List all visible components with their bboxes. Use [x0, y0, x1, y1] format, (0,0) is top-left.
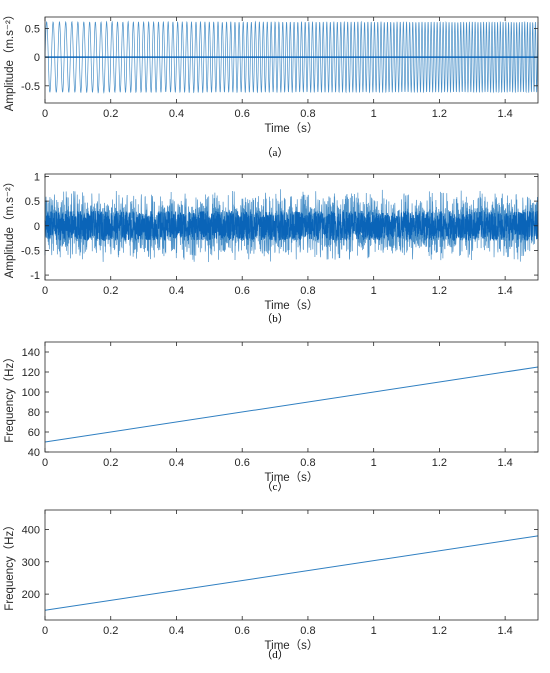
x-tick-label: 1.4 [497, 625, 512, 637]
x-tick-label: 0.4 [169, 285, 184, 297]
series-line-3-0 [44, 535, 539, 611]
y-tick-label: 0.5 [25, 23, 40, 35]
x-tick-label: 1.4 [497, 285, 512, 297]
series-line-1-0 [44, 189, 539, 263]
y-axis-label: Frequency（Hz） [3, 351, 16, 442]
x-tick-label: 0.4 [169, 108, 184, 120]
y-tick-label: 200 [22, 589, 40, 601]
x-tick-label: 0.6 [235, 108, 250, 120]
series-line-2-0 [44, 366, 539, 443]
x-tick-label: 1 [371, 285, 377, 297]
subplot-a: 0 0.2 0.4 0.6 0.8 1 1.2 1.4 0.5 0 -0.5 Time（s） Ampli… [3, 9, 539, 159]
y-tick-label: 140 [22, 347, 40, 359]
x-tick-label: 1.4 [497, 108, 512, 120]
y-tick-label: 1 [34, 171, 40, 183]
subplot-caption: （d） [261, 648, 289, 661]
axes-box [44, 173, 539, 281]
axes-box [44, 16, 539, 104]
x-tick-label: 1 [371, 108, 377, 120]
x-axis-label: Time（s） [265, 471, 319, 484]
x-tick-label: 0.6 [235, 625, 250, 637]
x-tick-label: 0.8 [300, 457, 315, 469]
y-tick-label: -0.5 [21, 245, 40, 257]
x-tick-label: 0.2 [103, 625, 118, 637]
y-tick-label: 400 [22, 524, 40, 536]
y-axis-label: Amplitude（m.s⁻²） [3, 9, 16, 112]
axes-box [44, 509, 539, 621]
y-tick-label: -1 [30, 270, 40, 282]
y-axis-label: Frequency（Hz） [3, 519, 16, 610]
subplot-caption: （c） [262, 480, 289, 493]
x-tick-label: 1.4 [497, 457, 512, 469]
x-axis-label: Time（s） [265, 299, 319, 312]
x-tick-label: 0 [42, 108, 48, 120]
y-tick-label: 0 [34, 221, 40, 233]
y-tick-label: 0 [34, 52, 40, 64]
y-tick-label: 100 [22, 387, 40, 399]
x-tick-label: 0.6 [235, 285, 250, 297]
series-core-1 [44, 210, 539, 242]
x-tick-label: 1.2 [432, 457, 447, 469]
x-axis-label: Time（s） [265, 122, 319, 135]
x-tick-label: 1.2 [432, 625, 447, 637]
y-tick-label: -0.5 [21, 81, 40, 93]
subplot-caption: （a） [262, 146, 289, 159]
subplot-b: 0 0.2 0.4 0.6 0.8 1 1.2 1.4 1 0.5 0 -0.5 -1 Time（s） Am… [3, 171, 539, 325]
x-tick-label: 0.2 [103, 108, 118, 120]
x-tick-label: 0.2 [103, 457, 118, 469]
subplot-c: 0 0.2 0.4 0.6 0.8 1 1.2 1.4 140 120 100 80 60 40 Time（… [3, 341, 539, 493]
y-tick-label: 40 [28, 447, 40, 459]
y-tick-label: 60 [28, 427, 40, 439]
x-tick-label: 1 [371, 457, 377, 469]
y-tick-label: 0.5 [25, 196, 40, 208]
x-tick-label: 0.4 [169, 625, 184, 637]
y-axis-label: Amplitude（m.s⁻²） [3, 176, 16, 279]
plot-area [45, 342, 538, 452]
x-tick-label: 1.2 [432, 108, 447, 120]
subplot-caption: （b） [261, 312, 289, 325]
y-tick-label: 120 [22, 367, 40, 379]
x-tick-label: 0.6 [235, 457, 250, 469]
x-tick-label: 0 [42, 457, 48, 469]
x-tick-label: 1.2 [432, 285, 447, 297]
y-tick-label: 80 [28, 407, 40, 419]
x-tick-label: 0.4 [169, 457, 184, 469]
subplot-d: 0 0.2 0.4 0.6 0.8 1 1.2 1.4 400 300 200 Time（s） Freq… [3, 509, 539, 661]
x-tick-label: 0.8 [300, 285, 315, 297]
x-tick-label: 0.8 [300, 108, 315, 120]
x-tick-label: 0.2 [103, 285, 118, 297]
x-tick-label: 0.8 [300, 625, 315, 637]
series-line-0-0 [44, 20, 539, 94]
plot-area [45, 510, 538, 620]
x-tick-label: 1 [371, 625, 377, 637]
y-tick-label: 300 [22, 557, 40, 569]
axes-box [44, 341, 539, 453]
x-axis-label: Time（s） [265, 639, 319, 652]
x-tick-label: 0 [42, 625, 48, 637]
x-tick-label: 0 [42, 285, 48, 297]
